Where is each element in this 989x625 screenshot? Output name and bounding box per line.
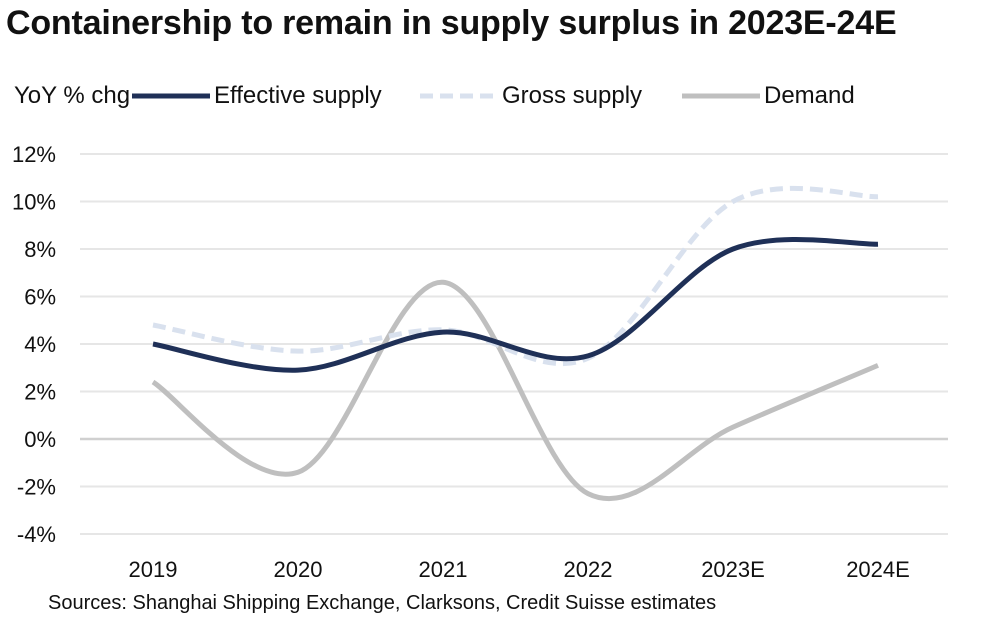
y-axis-ticks: 12% 10% 8% 6% 4% 2% 0% -2% -4% <box>12 142 56 547</box>
gridlines <box>80 153 948 535</box>
x-axis-ticks: 2019 2020 2021 2022 2023E 2024E <box>129 557 910 582</box>
x-tick-label: 2021 <box>419 557 468 582</box>
x-tick-label: 2022 <box>564 557 613 582</box>
x-tick-label: 2024E <box>846 557 910 582</box>
y-tick-label: 4% <box>24 332 56 357</box>
legend-effective-supply: Effective supply <box>130 80 382 112</box>
y-tick-label: 10% <box>12 190 56 215</box>
effective-supply-line <box>152 237 879 373</box>
legend-demand: Demand <box>680 80 855 112</box>
legend-swatch-gross <box>420 93 498 99</box>
x-tick-label: 2019 <box>129 557 178 582</box>
y-axis-label: YoY % chg <box>14 82 131 109</box>
y-tick-label: 2% <box>24 380 56 405</box>
y-tick-label: 6% <box>24 285 56 310</box>
y-tick-label: 0% <box>24 427 56 452</box>
source-note: Sources: Shanghai Shipping Exchange, Cla… <box>48 592 717 614</box>
legend-label-effective: Effective supply <box>214 82 382 109</box>
legend-swatch-demand <box>682 93 760 99</box>
chart-title: Containership to remain in supply surplu… <box>6 4 897 42</box>
line-chart: 12%10%8%6%4%2%0%-2%-4% 2019 2020 2021 2022 2… <box>12 142 948 582</box>
y-tick-label: -4% <box>17 522 56 547</box>
legend-gross-supply: Gross supply <box>418 80 642 112</box>
demand-line <box>151 279 879 502</box>
legend-label-demand: Demand <box>764 82 855 109</box>
gross-supply-line <box>152 185 879 366</box>
y-tick-label: -2% <box>17 475 56 500</box>
legend-label-gross: Gross supply <box>502 82 643 109</box>
y-tick-label: 12% <box>12 142 56 167</box>
x-tick-label: 2023E <box>701 557 765 582</box>
series-lines <box>151 185 879 502</box>
y-tick-label: 8% <box>24 237 56 262</box>
x-tick-label: 2020 <box>274 557 323 582</box>
legend-swatch-effective <box>132 93 210 99</box>
